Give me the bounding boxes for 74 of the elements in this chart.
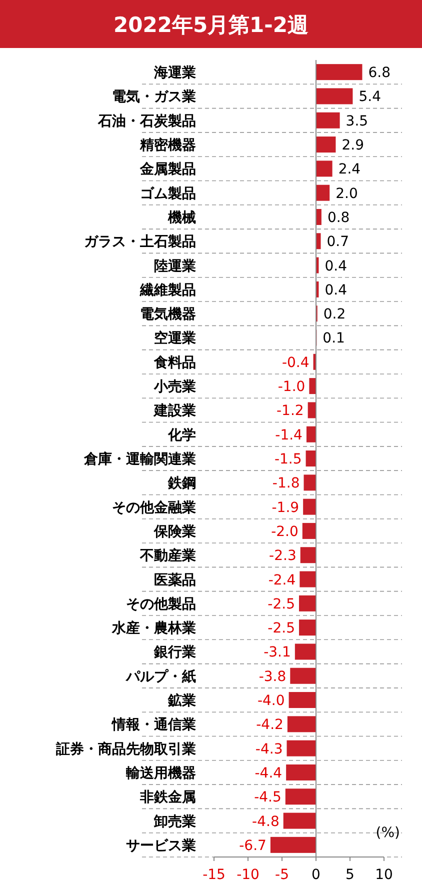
data-label: -4.8: [252, 814, 280, 830]
x-tick-label: -15: [202, 867, 226, 883]
data-label: -0.4: [282, 354, 310, 371]
data-label: -4.4: [254, 765, 282, 782]
data-label: -3.1: [264, 644, 291, 661]
data-label: -1.4: [275, 427, 303, 444]
y-tick-label: ゴム製品: [140, 186, 196, 202]
data-label: 0.4: [324, 282, 348, 298]
data-label: -4.3: [255, 741, 283, 758]
data-label: -2.3: [269, 548, 296, 564]
data-label: -1.9: [272, 500, 300, 516]
y-tick-label: 化学: [167, 427, 196, 444]
data-label: 6.8: [368, 65, 391, 82]
x-tick-label: -5: [275, 867, 289, 883]
x-tick-label: -10: [236, 867, 260, 883]
x-tick-label: 5: [346, 867, 354, 883]
data-label: 2.0: [336, 186, 358, 202]
y-tick-label: 医薬品: [154, 572, 196, 588]
y-tick-label: 小売業: [153, 379, 196, 396]
y-tick-label: 金属製品: [139, 162, 196, 178]
y-tick-label: パルプ・紙: [125, 668, 196, 685]
y-tick-label: 精密機器: [139, 136, 196, 154]
annotation: (%): [376, 825, 400, 841]
y-tick-label: 証券・商品先物取引業: [55, 740, 196, 758]
y-tick-label: 銀行業: [153, 644, 196, 661]
y-tick-label: 情報・通信業: [111, 716, 196, 734]
data-label: -2.5: [268, 620, 295, 637]
y-tick-label: 不動産業: [139, 547, 196, 564]
y-tick-label: 食料品: [153, 354, 196, 371]
data-label: 0.7: [326, 234, 350, 250]
y-tick-label: 機械: [167, 210, 196, 226]
data-label: -6.7: [239, 838, 266, 854]
y-tick-label: 空運業: [154, 330, 196, 347]
y-tick-label: 海運業: [153, 65, 196, 82]
data-label: 5.4: [358, 89, 382, 106]
y-tick-label: 非鉄金属: [139, 790, 196, 806]
data-label: -3.8: [258, 668, 286, 685]
data-label: 0.1: [322, 330, 345, 347]
data-label: -1.5: [274, 452, 302, 468]
data-label: -2.4: [268, 572, 296, 588]
y-tick-label: 卸売業: [153, 814, 196, 830]
y-tick-label: 倉庫・運輸関連業: [83, 450, 196, 468]
y-tick-label: サービス業: [126, 838, 196, 854]
data-label: 3.5: [346, 113, 368, 130]
x-tick-label: 0: [312, 867, 320, 883]
chart-title: 2022年5月第1-2週: [114, 13, 308, 37]
data-label: -4.5: [254, 790, 282, 806]
y-tick-label: 繊維製品: [139, 282, 196, 298]
y-tick-label: その他製品: [126, 596, 196, 612]
y-tick-label: 輸送用機器: [125, 765, 196, 782]
data-label: -2.5: [268, 596, 295, 612]
data-label: 0.2: [323, 306, 346, 323]
y-tick-label: 電気・ガス業: [112, 89, 196, 106]
data-label: -1.8: [272, 476, 300, 492]
data-label: -4.2: [256, 717, 284, 734]
x-tick-label: 10: [375, 867, 393, 883]
y-tick-label: 鉱業: [167, 692, 196, 710]
data-label: -1.0: [278, 379, 306, 396]
data-label: 0.8: [327, 210, 350, 226]
y-tick-label: 保険業: [153, 524, 196, 540]
y-tick-label: 鉄鋼: [167, 476, 196, 492]
data-label: 2.9: [342, 138, 364, 154]
data-label: -2.0: [271, 524, 298, 540]
y-tick-label: 建設業: [153, 403, 196, 420]
y-tick-label: 石油・石炭製品: [97, 113, 196, 130]
y-tick-label: 陸運業: [154, 258, 196, 274]
data-label: 0.4: [324, 258, 348, 274]
y-tick-label: その他金融業: [112, 500, 196, 516]
y-tick-label: ガラス・土石製品: [84, 234, 196, 250]
y-tick-label: 電気機器: [140, 306, 196, 323]
data-label: -1.2: [276, 403, 304, 420]
y-tick-label: 水産・農林業: [111, 620, 196, 637]
data-label: -4.0: [257, 693, 285, 710]
data-label: 2.4: [338, 162, 361, 178]
